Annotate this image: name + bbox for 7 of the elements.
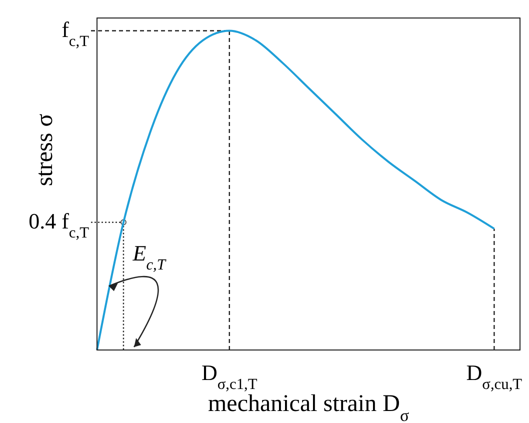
annotation: E$_{c,T}$ bbox=[132, 240, 167, 274]
x-tick-label: D$_{σ,c1,T}$ bbox=[201, 360, 258, 392]
x-axis-title: mechanical strain D$_{σ}$ bbox=[208, 391, 409, 423]
y-axis-title: stress σ bbox=[32, 114, 58, 186]
ref-line-label: 0.4 f$_{c,T}$ bbox=[28, 208, 90, 241]
ref-line-label: f$_{c,T}$ bbox=[62, 16, 90, 50]
x-tick-label: D$_{σ,cu,T}$ bbox=[466, 360, 523, 392]
